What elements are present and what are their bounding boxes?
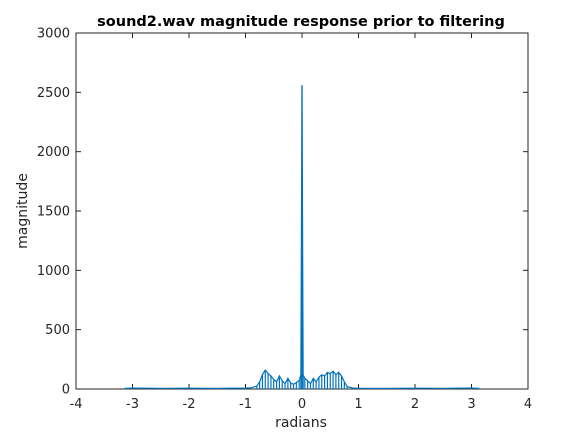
y-tick-label: 500 [45, 323, 70, 338]
y-axis-label: magnitude [15, 173, 31, 249]
x-tick-label: 2 [411, 397, 419, 412]
y-tick-label: 2000 [37, 145, 70, 160]
x-tick-label: 1 [354, 397, 362, 412]
x-tick-label: 4 [524, 397, 532, 412]
plot-area: -4 -3 -2 -1 0 1 2 3 4 0 500 1000 1500 2000 2500 3000 [37, 27, 532, 413]
chart-title: sound2.wav magnitude response prior to f… [97, 14, 505, 30]
y-tick-label: 2500 [37, 86, 70, 101]
x-tick-label: 3 [467, 397, 475, 412]
x-tick-label: -4 [70, 397, 83, 412]
y-tick-label: 0 [62, 383, 70, 398]
x-tick-label: 0 [298, 397, 306, 412]
y-tick-label: 1000 [37, 264, 70, 279]
x-axis-label: radians [275, 415, 327, 431]
x-tick-label: -1 [239, 397, 252, 412]
x-tick-label: -2 [183, 397, 196, 412]
x-tick-label: -3 [126, 397, 139, 412]
y-tick-label: 3000 [37, 27, 70, 42]
y-tick-label: 1500 [37, 205, 70, 220]
